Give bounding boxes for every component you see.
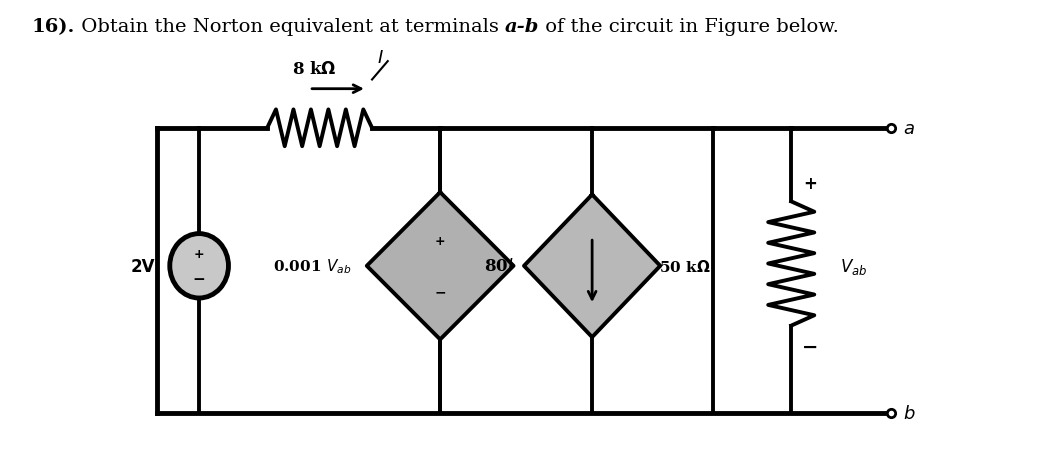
Polygon shape <box>367 193 514 340</box>
Ellipse shape <box>170 234 228 298</box>
Text: +: + <box>194 247 204 261</box>
Text: $V_{ab}$: $V_{ab}$ <box>840 256 868 276</box>
Text: $b$: $b$ <box>903 404 916 422</box>
Text: 2V: 2V <box>131 257 155 275</box>
Text: 16).: 16). <box>31 18 74 36</box>
Text: Obtain the Norton equivalent at terminals: Obtain the Norton equivalent at terminal… <box>74 18 505 36</box>
Text: 80$I$: 80$I$ <box>484 258 514 274</box>
Text: −: − <box>434 285 446 299</box>
Text: +: + <box>435 234 445 247</box>
Text: a-b: a-b <box>505 18 540 36</box>
Text: of the circuit in Figure below.: of the circuit in Figure below. <box>540 18 839 36</box>
Text: $a$: $a$ <box>903 119 915 138</box>
Text: −: − <box>802 337 818 356</box>
Text: 50 k$\mathbf{\Omega}$: 50 k$\mathbf{\Omega}$ <box>659 258 711 274</box>
Text: −: − <box>193 271 205 286</box>
Text: +: + <box>803 174 817 193</box>
Text: 0.001 $V_{ab}$: 0.001 $V_{ab}$ <box>272 257 351 275</box>
Polygon shape <box>524 195 660 337</box>
Text: 8 k$\mathbf{\Omega}$: 8 k$\mathbf{\Omega}$ <box>292 61 336 78</box>
Text: $I$: $I$ <box>377 49 385 67</box>
